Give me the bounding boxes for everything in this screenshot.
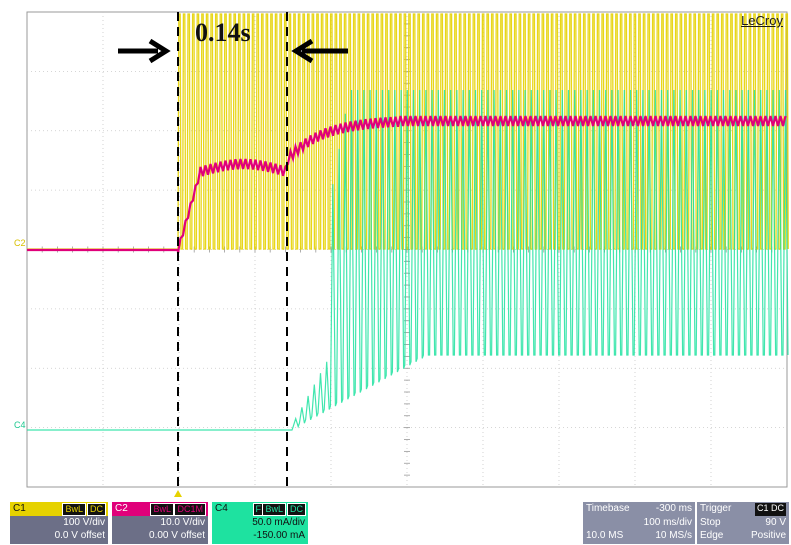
channel-c2-box[interactable]: C2 BwL DC1M 10.0 V/div 0.00 V offset <box>112 502 208 544</box>
brand-logo: LeCroy <box>741 13 783 28</box>
channel-c2-flag-dc1m: DC1M <box>174 503 206 516</box>
trigger-slope: Positive <box>750 530 786 541</box>
timebase-label: Timebase <box>586 503 630 514</box>
timebase-box[interactable]: Timebase -300 ms 100 ms/div 10.0 MS 10 M… <box>583 502 695 544</box>
channel-c1-box[interactable]: C1 BwL DC 100 V/div 0.0 V offset <box>10 502 108 544</box>
status-bar: C1 BwL DC 100 V/div 0.0 V offset C2 BwL … <box>0 500 791 545</box>
cursor-markers <box>118 12 348 497</box>
interval-annotation: 0.14s <box>195 18 251 47</box>
trigger-source: C1 DC <box>754 503 786 516</box>
c2-trace-label: C2 <box>14 238 26 248</box>
channel-c4-name: C4 <box>215 503 228 514</box>
channel-c1-offset: 0.0 V offset <box>54 530 105 541</box>
channel-c1-name: C1 <box>13 503 26 514</box>
timebase-delay: -300 ms <box>655 503 692 514</box>
channel-c4-flag-bwl: BwL <box>262 503 286 516</box>
arrow-right-icon <box>118 38 171 64</box>
channel-c1-scale: 100 V/div <box>63 517 105 528</box>
trigger-box[interactable]: Trigger C1 DC Stop 90 V Edge Positive <box>697 502 789 544</box>
traces <box>27 13 789 431</box>
c4-trace <box>27 89 789 431</box>
channel-c4-box[interactable]: C4 F BwL DC 50.0 mA/div -150.00 mA <box>212 502 308 544</box>
trigger-type: Edge <box>700 530 724 541</box>
trigger-marker-icon <box>174 490 182 497</box>
channel-c4-flag-dc: DC <box>287 503 306 516</box>
channel-c2-flag-bwl: BwL <box>150 503 174 516</box>
timebase-rate: 10 MS/s <box>655 530 692 541</box>
c2-trace <box>27 115 787 254</box>
channel-c2-name: C2 <box>115 503 128 514</box>
channel-c4-scale: 50.0 mA/div <box>252 517 305 528</box>
channel-c4-offset: -150.00 mA <box>253 530 305 541</box>
timebase-scale: 100 ms/div <box>643 517 692 528</box>
trigger-label: Trigger <box>700 503 732 514</box>
timebase-samples: 10.0 MS <box>586 530 624 541</box>
arrow-left-icon <box>291 38 348 64</box>
channel-c2-scale: 10.0 V/div <box>160 517 205 528</box>
channel-c1-flag-dc: DC <box>87 503 106 516</box>
trigger-level: 90 V <box>765 517 786 528</box>
channel-c2-offset: 0.00 V offset <box>149 530 205 541</box>
trigger-mode: Stop <box>700 517 721 528</box>
c4-trace-label: C4 <box>14 420 26 430</box>
channel-c1-flag-bwl: BwL <box>62 503 86 516</box>
